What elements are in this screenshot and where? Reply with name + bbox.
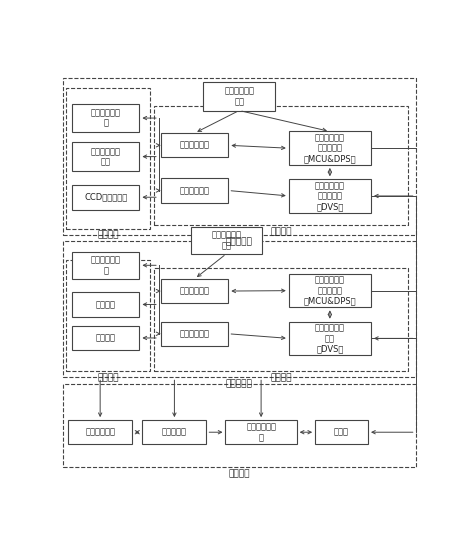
Bar — [66, 260, 151, 371]
Text: 无线视频和数
据通讯单元
（DVS）: 无线视频和数 据通讯单元 （DVS） — [315, 181, 345, 211]
Text: 应用服务器: 应用服务器 — [162, 428, 187, 437]
Bar — [72, 326, 140, 350]
Bar — [160, 133, 228, 157]
Text: 无源标矩: 无源标矩 — [96, 333, 116, 343]
Bar — [66, 88, 151, 228]
Bar — [72, 292, 140, 317]
Text: 多路供电单元: 多路供电单元 — [179, 186, 210, 195]
Text: 多路接口单元: 多路接口单元 — [179, 141, 210, 150]
Text: 风光互补供电
系统: 风光互补供电 系统 — [224, 86, 254, 106]
Bar — [154, 106, 408, 225]
Bar — [289, 132, 371, 165]
Text: 采集终端: 采集终端 — [98, 231, 119, 240]
Bar — [289, 322, 371, 355]
Text: 环境温湿度传
感器: 环境温湿度传 感器 — [91, 147, 121, 166]
Text: 线路上安装: 线路上安装 — [226, 380, 253, 388]
Text: 数据库服务器: 数据库服务器 — [85, 428, 115, 437]
Bar — [289, 274, 371, 307]
Bar — [63, 384, 416, 467]
Text: 申流感应取申
装置: 申流感应取申 装置 — [211, 231, 241, 250]
Bar — [72, 143, 140, 171]
Text: 多路供电单元: 多路供电单元 — [179, 329, 210, 338]
Text: 有源标矩: 有源标矩 — [96, 300, 116, 309]
Bar — [226, 420, 297, 444]
Bar — [72, 104, 140, 132]
Bar — [160, 322, 228, 346]
Text: 系统控制和数
据处理单元
（MCU&DPS）: 系统控制和数 据处理单元 （MCU&DPS） — [303, 276, 356, 306]
Text: 系统控制和数
据处理单元
（MCU&DPS）: 系统控制和数 据处理单元 （MCU&DPS） — [303, 133, 356, 163]
Text: 交换机和路由
器: 交换机和路由 器 — [246, 423, 276, 442]
Bar — [203, 82, 275, 110]
Text: 监控中心: 监控中心 — [228, 469, 250, 479]
Bar — [72, 184, 140, 210]
Text: 主控单元: 主控单元 — [270, 373, 292, 382]
Bar — [160, 279, 228, 303]
Text: 铁塔上安装: 铁塔上安装 — [226, 237, 253, 246]
Bar — [191, 226, 262, 254]
Bar — [72, 252, 140, 279]
Text: 采集终端: 采集终端 — [98, 373, 119, 382]
Bar — [63, 78, 416, 235]
Text: 防火墙: 防火墙 — [334, 428, 349, 437]
Bar — [68, 420, 132, 444]
Text: 风速风向传感
器: 风速风向传感 器 — [91, 108, 121, 128]
Text: 多路接口单元: 多路接口单元 — [179, 287, 210, 295]
Text: 主控单元: 主控单元 — [270, 227, 292, 237]
Text: CCD高清摄像机: CCD高清摄像机 — [84, 193, 127, 202]
Text: 导线温度传感
器: 导线温度传感 器 — [91, 256, 121, 275]
Bar — [160, 178, 228, 203]
Bar — [289, 179, 371, 213]
Bar — [63, 241, 416, 378]
Bar — [143, 420, 206, 444]
Text: 无线数据通讯
单元
（DVS）: 无线数据通讯 单元 （DVS） — [315, 324, 345, 353]
Bar — [154, 268, 408, 371]
Bar — [315, 420, 368, 444]
